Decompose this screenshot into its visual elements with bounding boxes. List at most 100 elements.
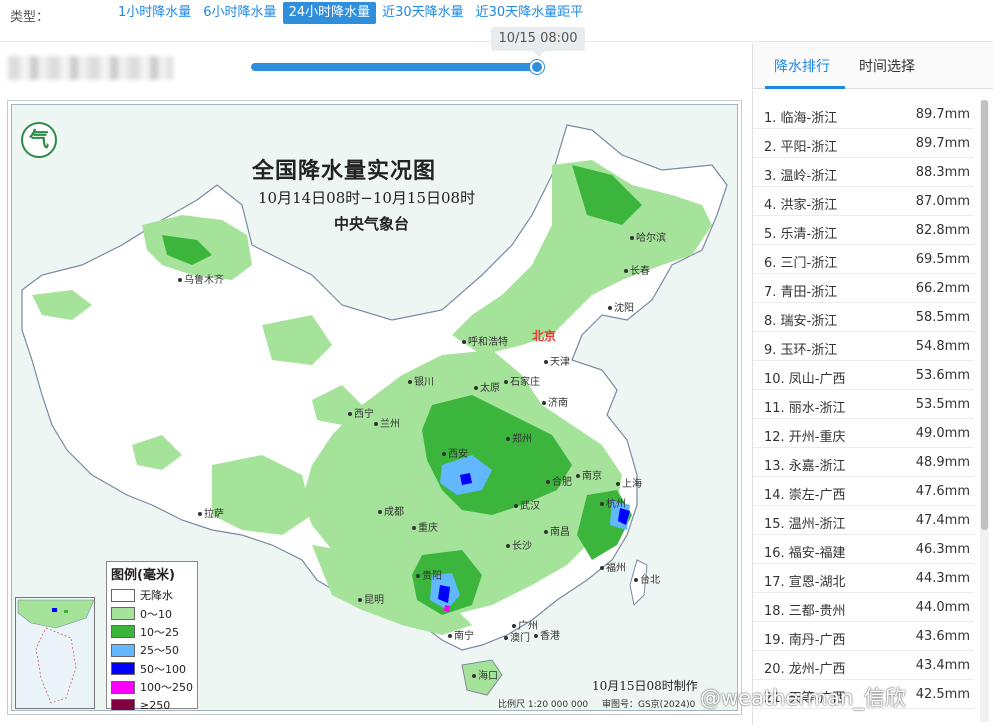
city-zhengzhou: 郑州 [506, 430, 532, 445]
map-subtitle: 10月14日08时−10月15日08时 [258, 189, 476, 207]
ranking-row[interactable]: 13. 永嘉-浙江 48.9mm [753, 448, 974, 477]
tab-30d-precip[interactable]: 近30天降水量 [382, 5, 464, 20]
ranking-row[interactable]: 16. 福安-福建 46.3mm [753, 535, 974, 564]
ranking-row[interactable]: 9. 玉环-浙江 54.8mm [753, 332, 974, 361]
ranking-row[interactable]: 10. 凤山-广西 53.6mm [753, 361, 974, 390]
ranking-value: 43.6mm [915, 629, 970, 644]
city-hohhot: 呼和浩特 [462, 333, 508, 348]
ranking-value: 89.7mm [915, 136, 970, 151]
ranking-station: 11. 丽水-浙江 [764, 401, 846, 416]
map-title: 全国降水量实况图 [252, 158, 437, 184]
ranking-value: 43.4mm [915, 658, 970, 673]
ranking-station: 9. 玉环-浙江 [764, 343, 838, 358]
ranking-row[interactable]: 1. 临海-浙江 89.7mm [753, 100, 974, 129]
ranking-value: 47.4mm [915, 513, 970, 528]
ranking-station: 2. 平阳-浙江 [764, 140, 838, 155]
ranking-row[interactable]: 7. 青田-浙江 66.2mm [753, 274, 974, 303]
ranking-row[interactable]: 20. 龙州-广西 43.4mm [753, 651, 974, 680]
ranking-value: 82.8mm [915, 223, 970, 238]
legend-title: 图例(毫米) [111, 568, 175, 583]
scrollbar-thumb[interactable] [981, 100, 988, 530]
ranking-value: 53.5mm [915, 397, 970, 412]
tab-time-select[interactable]: 时间选择 [859, 59, 915, 75]
city-changsha: 长沙 [506, 537, 532, 552]
ranking-row[interactable]: 14. 崇左-广西 47.6mm [753, 477, 974, 506]
ranking-row[interactable]: 17. 宣恩-湖北 44.3mm [753, 564, 974, 593]
watermark-text: @weatherman_信欣 [700, 686, 906, 710]
type-label: 类型： [10, 10, 50, 25]
legend-item: 10～25 [111, 623, 193, 641]
city-fuzhou: 福州 [600, 559, 626, 574]
city-kunming: 昆明 [358, 591, 384, 606]
city-yinchuan: 银川 [408, 373, 434, 388]
tab-precip-ranking[interactable]: 降水排行 [774, 59, 830, 75]
ranking-row[interactable]: 6. 三门-浙江 69.5mm [753, 245, 974, 274]
city-hefei: 合肥 [546, 473, 572, 488]
city-tianjin: 天津 [544, 353, 570, 368]
city-xining: 西宁 [348, 405, 374, 420]
ranking-value: 89.7mm [915, 107, 970, 122]
tab-30d-precip-anomaly[interactable]: 近30天降水量距平 [475, 5, 584, 20]
ranking-station: 17. 宣恩-湖北 [764, 575, 846, 590]
ranking-station: 3. 温岭-浙江 [764, 169, 838, 184]
ranking-row[interactable]: 8. 瑞安-浙江 58.5mm [753, 303, 974, 332]
ranking-station: 18. 三都-贵州 [764, 604, 846, 619]
ranking-row[interactable]: 4. 洪家-浙江 87.0mm [753, 187, 974, 216]
ranking-value: 66.2mm [915, 281, 970, 296]
ranking-station: 6. 三门-浙江 [764, 256, 838, 271]
ranking-station: 4. 洪家-浙江 [764, 198, 838, 213]
ranking-row[interactable]: 18. 三都-贵州 44.0mm [753, 593, 974, 622]
map-made-time: 10月15日08时制作 [592, 679, 698, 693]
ranking-row[interactable]: 11. 丽水-浙江 53.5mm [753, 390, 974, 419]
active-tab-indicator [765, 86, 845, 89]
tab-6h-precip[interactable]: 6小时降水量 [203, 5, 277, 20]
ranking-station: 12. 开州-重庆 [764, 430, 846, 445]
city-taibei: 台北 [634, 571, 660, 586]
ranking-row[interactable]: 5. 乐清-浙江 82.8mm [753, 216, 974, 245]
china-map-graphic [21, 124, 728, 696]
tab-24h-precip[interactable]: 24小时降水量 [282, 2, 377, 24]
legend-item: ≥250 [111, 696, 193, 710]
time-slider-track[interactable] [251, 63, 539, 71]
city-nanning: 南宁 [448, 627, 474, 642]
city-taiyuan: 太原 [474, 379, 500, 394]
rain-50-100-areas [438, 473, 630, 603]
type-tabs: 1小时降水量 6小时降水量 24小时降水量 近30天降水量 近30天降水量距平 [112, 2, 589, 24]
legend-item: 50～100 [111, 660, 193, 678]
ranking-panel: 降水排行 时间选择 1. 临海-浙江 89.7mm 2. 平阳-浙江 89.7mm 3.… [752, 43, 993, 725]
ranking-station: 13. 永嘉-浙江 [764, 459, 846, 474]
city-beijing: 北京 [532, 329, 557, 343]
tab-1h-precip[interactable]: 1小时降水量 [118, 5, 192, 20]
ranking-value: 47.6mm [915, 484, 970, 499]
city-macau: 澳门 [504, 629, 530, 644]
city-jinan: 济南 [542, 394, 568, 409]
blurred-logo [8, 56, 173, 80]
city-urumqi: 乌鲁木齐 [178, 271, 224, 286]
ranking-list: 1. 临海-浙江 89.7mm 2. 平阳-浙江 89.7mm 3. 温岭-浙江 88.3… [753, 100, 974, 709]
ranking-row[interactable]: 12. 开州-重庆 49.0mm [753, 419, 974, 448]
time-slider-handle[interactable] [530, 60, 544, 74]
ranking-row[interactable]: 21. 天等-广西 42.5mm [753, 680, 974, 709]
ranking-row[interactable]: 19. 南丹-广西 43.6mm [753, 622, 974, 651]
ranking-station: 19. 南丹-广西 [764, 633, 846, 648]
ranking-value: 53.6mm [915, 368, 970, 383]
city-harbin: 哈尔滨 [630, 229, 666, 244]
ranking-station: 21. 天等-广西 [764, 691, 846, 706]
ranking-row[interactable]: 3. 温岭-浙江 88.3mm [753, 158, 974, 187]
ranking-scrollbar[interactable] [980, 100, 989, 722]
ranking-station: 8. 瑞安-浙江 [764, 314, 838, 329]
ranking-station: 14. 崇左-广西 [764, 488, 846, 503]
city-shijiazhuang: 石家庄 [504, 373, 540, 388]
ranking-station: 15. 温州-浙江 [764, 517, 846, 532]
slider-time-tooltip: 10/15 08:00 [491, 27, 585, 57]
south-china-sea-inset [15, 597, 95, 709]
ranking-value: 54.8mm [915, 339, 970, 354]
city-guiyang: 贵阳 [416, 567, 442, 582]
precip-map: 气 全国降水量实况图 10月14日08时−10月15日08时 中央气象台 哈尔滨… [11, 104, 738, 711]
ranking-value: 42.5mm [915, 687, 970, 702]
precip-map-panel: 气 全国降水量实况图 10月14日08时−10月15日08时 中央气象台 哈尔滨… [7, 100, 742, 715]
ranking-value: 87.0mm [915, 194, 970, 209]
ranking-row[interactable]: 15. 温州-浙江 47.4mm [753, 506, 974, 535]
legend-item: 100～250 [111, 678, 193, 696]
ranking-row[interactable]: 2. 平阳-浙江 89.7mm [753, 129, 974, 158]
